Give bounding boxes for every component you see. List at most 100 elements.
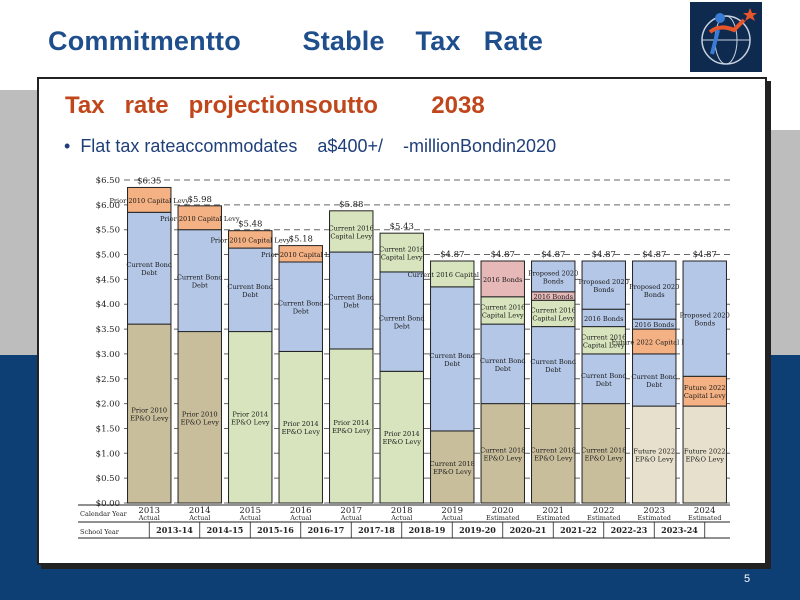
bar-total-label: $4.87 — [693, 250, 717, 260]
y-tick-label: $2.00 — [96, 400, 120, 410]
x-year-label: 2018 — [391, 506, 413, 516]
segment-label: Current Bond Debt — [631, 373, 678, 389]
x-status-label: Actual — [289, 514, 311, 522]
y-tick-label: $6.00 — [96, 201, 120, 211]
bar-segment — [278, 245, 323, 263]
bar-segment — [228, 230, 273, 249]
bar-total-label: $4.87 — [642, 250, 666, 260]
y-tick-label: $0.00 — [96, 499, 120, 509]
bar-segment — [177, 205, 222, 231]
bullet-point: • Flat tax rateaccommodates a$400+/ -mil… — [64, 136, 556, 157]
school-year-cell: 2016-17 — [308, 525, 345, 535]
x-status-label: Estimated — [486, 514, 519, 522]
bar-segment — [329, 210, 374, 253]
segment-label: Current Bond Debt — [480, 357, 527, 373]
page-number: 5 — [744, 573, 751, 585]
y-tick-label: $4.50 — [96, 275, 120, 285]
tax-rate-chart: $0.00 $0.50 $1.00 $1.50 $2.00 $2.50 $3.00 $3.50… — [78, 176, 730, 539]
y-tick-label: $3.50 — [96, 325, 120, 335]
segment-label: Prior 2010 EP&O Levy — [130, 407, 169, 423]
school-year-cell: 2017-18 — [358, 525, 395, 535]
logo-graphic — [701, 8, 757, 65]
bullet-text: Flat tax rateaccommodates a$400+/ -milli… — [80, 136, 557, 156]
school-year-cell: 2013-14 — [156, 525, 193, 535]
segment-label: Current 2016 Capital Levy — [329, 224, 374, 240]
segment-label: Prior 2014 EP&O Levy — [332, 419, 371, 435]
x-year-label: 2019 — [441, 506, 463, 516]
bar-segment — [531, 260, 576, 293]
segment-label: Current 2016 Capital Levy — [581, 333, 626, 349]
y-tick-label: $1.00 — [96, 449, 120, 459]
bar-segment — [581, 403, 626, 504]
segment-label: Proposed 2020 Bonds — [579, 278, 629, 294]
bar-segment — [632, 260, 677, 320]
background-stripe — [0, 90, 40, 355]
x-year-label: 2017 — [340, 506, 362, 516]
segment-label: Current 2016 Capital Levy — [480, 303, 525, 319]
segment-label: Current 2016 Capital Levy — [531, 306, 576, 322]
segment-label: Proposed 2020 Bonds — [528, 269, 578, 285]
bar-segment — [632, 328, 677, 355]
segment-label: Current Bond Debt — [379, 315, 426, 331]
segment-label: Current Bond Debt — [429, 352, 476, 368]
bar-segment — [682, 375, 727, 407]
segment-label: Current Bond Debt — [530, 358, 577, 374]
bar-segment — [480, 260, 525, 298]
segment-label: 2016 Bonds — [634, 321, 674, 329]
segment-label: Proposed 2020 Bonds — [680, 312, 730, 328]
x-year-label: 2024 — [694, 506, 716, 516]
segment-label: Current Bond Debt — [227, 283, 274, 299]
y-tick-label: $2.50 — [96, 375, 120, 385]
page-title: Commitmentto Stable Tax Rate — [48, 26, 544, 56]
segment-label: Prior 2010 Capital Levy — [210, 236, 290, 244]
bar-total-label: $6.35 — [137, 176, 161, 186]
bar-segment — [632, 405, 677, 504]
x-status-label: Estimated — [638, 514, 671, 522]
segment-label: Current Bond Debt — [126, 261, 173, 277]
x-status-label: Actual — [138, 514, 160, 522]
bar-segment — [480, 296, 525, 325]
bar-segment — [581, 353, 626, 405]
bar-total-label: $4.87 — [541, 250, 565, 260]
x-status-label: Actual — [441, 514, 463, 522]
logo — [690, 2, 762, 72]
segment-label: Prior 2014 EP&O Levy — [383, 430, 422, 446]
bar-segment — [581, 260, 626, 310]
school-year-cell: 2015-16 — [257, 525, 294, 535]
calendar-year-label: Calendar Year — [80, 510, 128, 518]
bar-segment — [430, 260, 475, 288]
x-status-label: Estimated — [587, 514, 620, 522]
school-year-cell: 2019-20 — [459, 525, 496, 535]
segment-label: Current Bond Debt — [177, 274, 224, 290]
bar-segment — [329, 251, 374, 350]
bar-segment — [127, 186, 172, 213]
segment-label: Prior 2014 EP&O Levy — [282, 420, 321, 436]
bullet-marker: • — [64, 136, 81, 156]
bar-segment — [379, 232, 424, 273]
school-year-cell: 2014-15 — [207, 525, 244, 535]
bar-total-label: $5.88 — [339, 200, 363, 210]
bar-total-label: $5.98 — [188, 195, 212, 205]
school-year-label: School Year — [80, 528, 120, 536]
segment-label: Future 2022 EP&O Levy — [633, 448, 675, 464]
bar-total-label: $5.18 — [289, 235, 313, 245]
background-stripe — [765, 130, 800, 355]
segment-label: Future 2022 Capital Levy — [684, 384, 726, 400]
segment-label: Future 2022 EP&O Levy — [684, 448, 726, 464]
bar-segment — [278, 350, 323, 504]
x-year-label: 2023 — [643, 506, 665, 516]
segment-label: Current 2016 Capital Levy — [408, 271, 497, 279]
x-status-label: Actual — [340, 514, 362, 522]
segment-label: Current 2018 EP&O Levy — [480, 446, 525, 462]
segment-label: Current Bond Debt — [581, 372, 628, 388]
x-year-label: 2021 — [542, 506, 564, 516]
x-year-label: 2022 — [593, 506, 615, 516]
y-tick-label: $4.00 — [96, 300, 120, 310]
bar-segment — [531, 299, 576, 328]
bar-segment — [682, 260, 727, 377]
segment-label: Current 2018 EP&O Levy — [531, 446, 576, 462]
bar-segment — [228, 331, 273, 504]
y-tick-label: $5.50 — [96, 226, 120, 236]
bar-segment — [430, 430, 475, 504]
slide-subtitle: Tax rate projectionsoutto 2038 — [65, 92, 485, 119]
